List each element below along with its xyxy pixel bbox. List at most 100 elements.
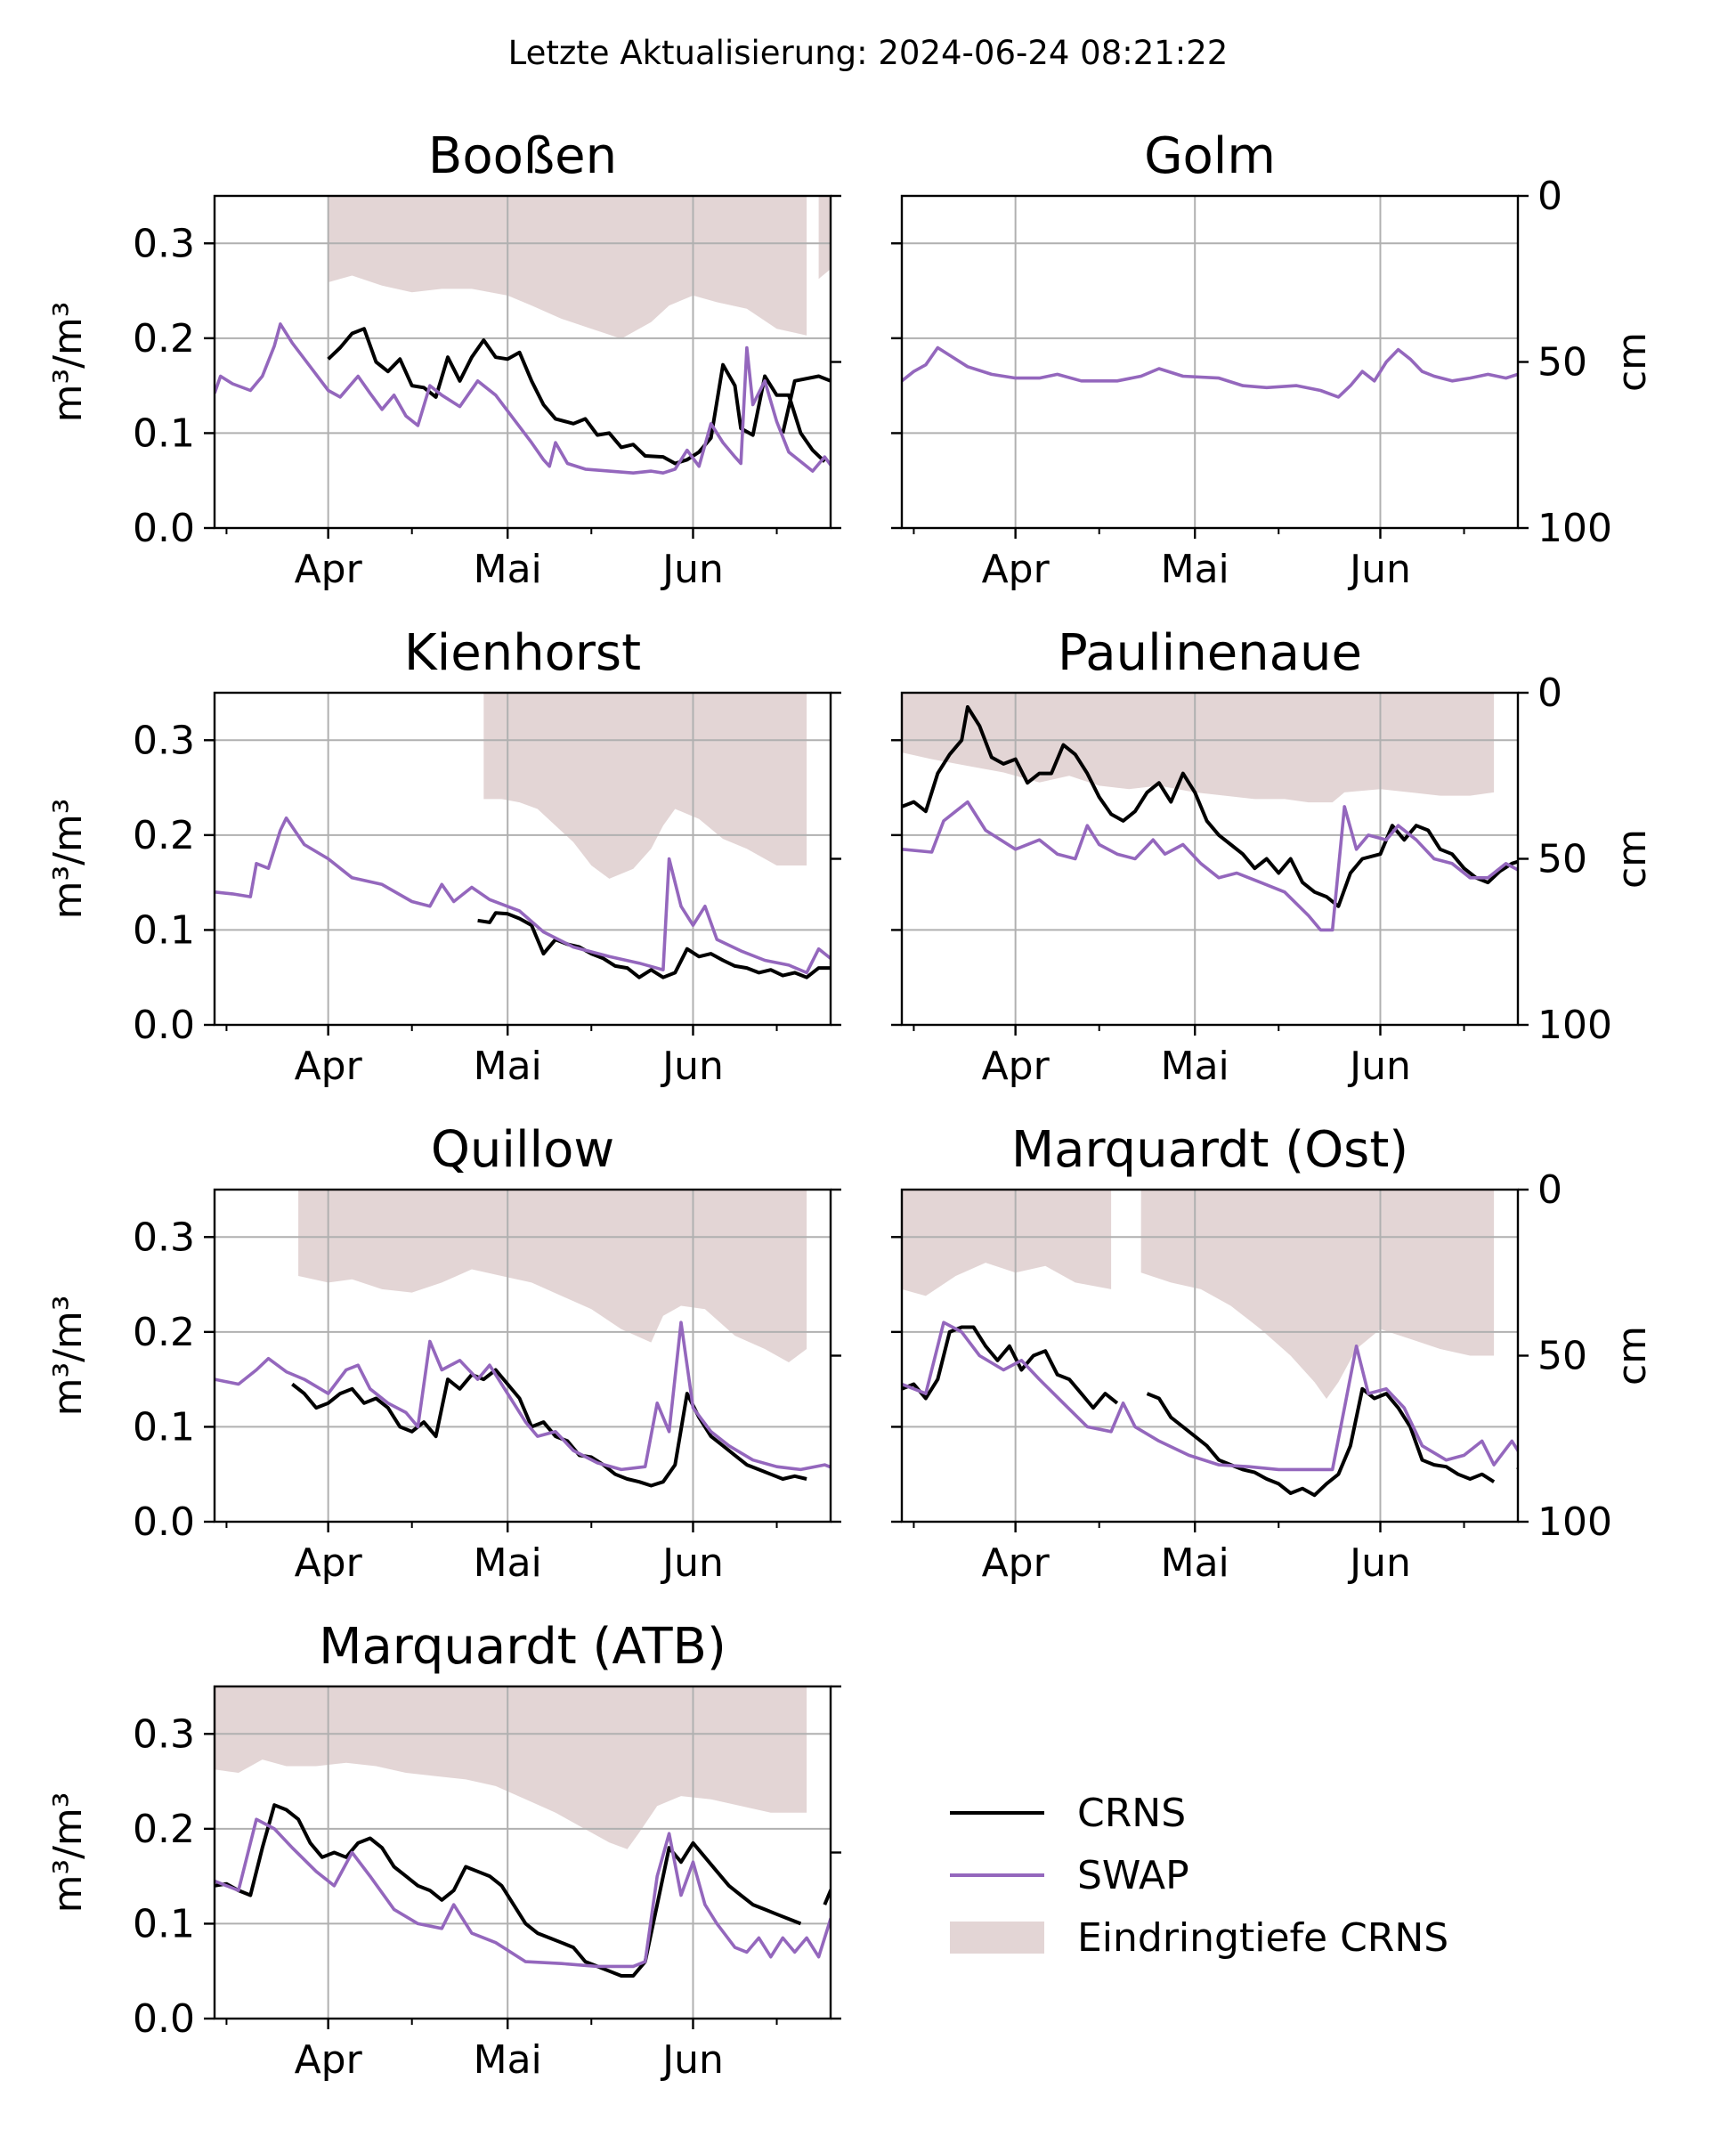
depth-tick-label-5-0: 0: [1537, 1167, 1562, 1213]
panel-5: Marquardt (Ost) Apr Mai Jun 0 50 100 cm: [891, 1121, 1655, 1586]
depth-tick-label-3-2: 100: [1537, 1003, 1612, 1048]
y-tick-label-4-3: 0.3: [133, 1215, 195, 1260]
depth-area-5-1: [1140, 1190, 1495, 1399]
y-tick-label-0-0: 0.0: [133, 506, 195, 551]
x-tick-label-0-1: Mai: [474, 547, 542, 592]
depth-area-3-0: [902, 693, 1495, 803]
depth-axis-label-5: cm: [1610, 1326, 1655, 1385]
series-crns-3: [902, 705, 1518, 908]
series-swap-2: [215, 816, 831, 975]
x-tick-label-5-0: Apr: [982, 1540, 1051, 1586]
x-tick-label-1-0: Apr: [982, 547, 1051, 592]
depth-tick-label-1-2: 100: [1537, 506, 1612, 551]
x-tick-label-1-1: Mai: [1161, 547, 1229, 592]
y-tick-label-4-0: 0.0: [133, 1499, 195, 1545]
series-swap-1: [902, 345, 1518, 399]
depth-area-2-0: [483, 693, 807, 879]
depth-tick-label-5-1: 50: [1537, 1334, 1587, 1379]
panel-4: Quillow Apr Mai Jun 0.0 0.1 0.2 0.3 m³/m³: [45, 1121, 848, 1586]
y-tick-label-6-1: 0.1: [133, 1901, 195, 1946]
depth-tick-label-3-1: 50: [1537, 837, 1587, 882]
depth-tick-label-5-2: 100: [1537, 1499, 1612, 1545]
y-axis-label-0: m³/m³: [45, 302, 91, 423]
x-tick-label-6-2: Jun: [660, 2037, 724, 2083]
y-axis-label-2: m³/m³: [45, 799, 91, 920]
legend-label-2: Eindringtiefe CRNS: [1077, 1915, 1448, 1961]
last-update-title: Letzte Aktualisierung: 2024-06-24 08:21:…: [507, 34, 1229, 72]
plot-frame-1: [900, 194, 1520, 530]
y-tick-label-2-3: 0.3: [133, 718, 195, 763]
panel-2: Kienhorst Apr Mai Jun 0.0 0.1 0.2 0.3 m³/m³: [45, 624, 842, 1089]
panel-title-1: Golm: [1144, 127, 1276, 185]
x-tick-label-5-2: Jun: [1347, 1540, 1411, 1586]
depth-axis-label-3: cm: [1610, 829, 1655, 889]
depth-area-3-1: [1518, 693, 1536, 792]
y-tick-label-2-1: 0.1: [133, 907, 195, 953]
y-axis-label-4: m³/m³: [45, 1296, 91, 1417]
panel-3: Paulinenaue Apr Mai Jun 0 50 100 cm: [891, 624, 1655, 1089]
panel-title-6: Marquardt (ATB): [319, 1618, 726, 1676]
series-crns-5: [902, 1325, 1518, 1498]
depth-area-5-0: [902, 1190, 1112, 1296]
x-tick-label-4-1: Mai: [474, 1540, 542, 1586]
y-tick-label-4-1: 0.1: [133, 1404, 195, 1450]
x-tick-label-5-1: Mai: [1161, 1540, 1229, 1586]
panel-1: Golm Apr Mai Jun 0 50 100 cm: [891, 127, 1655, 592]
depth-tick-label-3-0: 0: [1537, 670, 1562, 716]
depth-tick-label-1-0: 0: [1537, 174, 1562, 219]
x-tick-label-0-0: Apr: [295, 547, 363, 592]
chart-legend: CRNS SWAP Eindringtiefe CRNS: [950, 1791, 1448, 1961]
y-tick-label-2-2: 0.2: [133, 813, 195, 858]
x-tick-label-2-2: Jun: [660, 1044, 724, 1089]
x-tick-label-6-1: Mai: [474, 2037, 542, 2083]
panel-6: Marquardt (ATB) Apr Mai Jun 0.0 0.1 0.2 0.3 m³/m…: [45, 1618, 848, 2083]
depth-area-4-0: [298, 1190, 807, 1362]
panel-0: Booßen Apr Mai Jun 0.0 0.1 0.2 0.3 m³/m³: [45, 127, 841, 592]
x-tick-label-3-2: Jun: [1347, 1044, 1411, 1089]
x-tick-label-4-0: Apr: [295, 1540, 363, 1586]
panel-title-2: Kienhorst: [404, 624, 641, 682]
y-tick-label-0-3: 0.3: [133, 221, 195, 266]
y-tick-label-4-2: 0.2: [133, 1310, 195, 1355]
depth-area-0-0: [328, 196, 807, 339]
depth-area-6-1: [831, 1686, 848, 1792]
x-tick-label-2-0: Apr: [295, 1044, 363, 1089]
depth-area-4-1: [831, 1190, 848, 1349]
legend-swatch-2: [950, 1922, 1044, 1954]
depth-area-6-0: [215, 1686, 807, 1849]
panel-title-0: Booßen: [428, 127, 617, 185]
series-swap-0: [215, 322, 831, 475]
y-tick-label-6-3: 0.3: [133, 1711, 195, 1757]
x-tick-label-3-0: Apr: [982, 1044, 1051, 1089]
series-swap-3: [902, 800, 1518, 932]
series-swap-4: [215, 1320, 831, 1472]
y-tick-label-0-2: 0.2: [133, 316, 195, 362]
depth-area-5-2: [1518, 1190, 1536, 1356]
series-crns-0: [327, 327, 831, 466]
panel-title-5: Marquardt (Ost): [1011, 1121, 1408, 1179]
x-tick-label-2-1: Mai: [474, 1044, 542, 1089]
series-crns-4: [291, 1368, 831, 1488]
x-tick-label-4-2: Jun: [660, 1540, 724, 1586]
depth-tick-label-1-1: 50: [1537, 340, 1587, 386]
depth-area-2-1: [831, 693, 842, 842]
series-swap-5: [902, 1320, 1518, 1472]
series-swap-6: [215, 1817, 831, 1969]
panel-title-4: Quillow: [431, 1121, 614, 1179]
panel-title-3: Paulinenaue: [1058, 624, 1362, 682]
y-tick-label-6-2: 0.2: [133, 1807, 195, 1852]
x-tick-label-3-1: Mai: [1161, 1044, 1229, 1089]
x-tick-label-1-2: Jun: [1347, 547, 1411, 592]
y-tick-label-0-1: 0.1: [133, 410, 195, 456]
series-crns-6: [215, 1803, 831, 1978]
x-tick-label-6-0: Apr: [295, 2037, 363, 2083]
y-axis-label-6: m³/m³: [45, 1792, 91, 1914]
x-tick-label-0-2: Jun: [660, 547, 724, 592]
series-crns-2: [477, 911, 831, 979]
legend-label-0: CRNS: [1077, 1791, 1186, 1836]
depth-area-0-1: [818, 196, 831, 280]
depth-axis-label-1: cm: [1610, 332, 1655, 392]
y-tick-label-6-0: 0.0: [133, 1996, 195, 2042]
